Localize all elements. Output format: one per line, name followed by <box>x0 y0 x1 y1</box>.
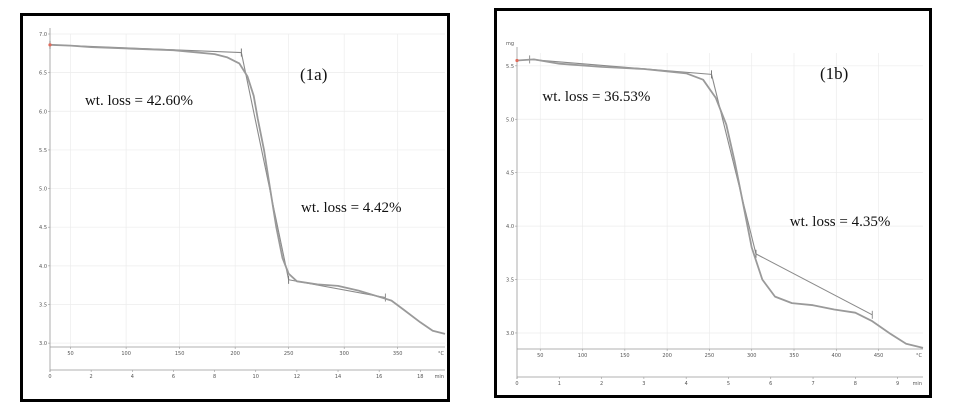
y-tick-label: 3.5 <box>39 302 47 308</box>
bottom-x-tick-label: 6 <box>172 374 175 380</box>
bottom-x-tick-label: 2 <box>90 374 93 380</box>
bottom-x-tick-label: 1 <box>558 381 561 387</box>
top-x-tick-label: 300 <box>747 353 757 359</box>
bottom-x-tick-label: 4 <box>685 381 688 387</box>
bottom-x-tick-label: 16 <box>376 374 382 380</box>
top-x-tick-label: 250 <box>705 353 715 359</box>
top-x-tick-label: 350 <box>789 353 799 359</box>
y-tick-label: 4.0 <box>39 264 47 270</box>
bottom-x-tick-label: 8 <box>213 374 216 380</box>
top-x-tick-label: 350 <box>393 351 403 357</box>
tangent-line <box>755 253 873 316</box>
top-x-tick-label: 50 <box>537 353 543 359</box>
y-tick-label: 3.0 <box>506 331 514 337</box>
bottom-x-tick-label: 5 <box>727 381 730 387</box>
y-tick-label: 5.5 <box>506 64 514 70</box>
tangent-line <box>711 74 757 255</box>
y-tick-label: 4.0 <box>506 224 514 230</box>
tga-curve <box>516 58 924 349</box>
weight-loss-annotation: wt. loss = 4.42% <box>301 200 402 216</box>
y-tick-label: 5.0 <box>506 117 514 123</box>
bottom-x-tick-label: 7 <box>811 381 814 387</box>
y-tick-label: 6.5 <box>39 71 47 77</box>
bottom-x-tick-label: 0 <box>48 374 51 380</box>
weight-loss-annotation: wt. loss = 36.53% <box>542 89 650 105</box>
bottom-x-tick-label: 2 <box>600 381 603 387</box>
weight-loss-annotation: wt. loss = 42.60% <box>85 93 193 109</box>
grid <box>50 33 445 347</box>
y-tick-label: 7.0 <box>39 32 47 38</box>
bottom-x-tick-label: 3 <box>642 381 645 387</box>
start-point <box>515 58 519 63</box>
chart-panel-1a: 7.0 6.5 6.0 5.5 5.0 4.5 4.0 3.5 3.0 50 100 150 200 25… <box>20 13 450 402</box>
tga-chart-1a: 7.06.56.05.55.04.54.03.53.050 100 150 200 25… <box>39 28 446 380</box>
y-tick-label: 6.0 <box>39 109 47 115</box>
tga-curve <box>49 43 446 335</box>
top-x-unit-label: °C <box>438 351 445 357</box>
bottom-x-tick-label: 10 <box>253 374 259 380</box>
y-tick-label: 3.5 <box>506 278 514 284</box>
bottom-x-tick-label: 6 <box>769 381 772 387</box>
top-x-tick-label: 400 <box>832 353 842 359</box>
weight-loss-annotation: wt. loss = 4.35% <box>790 214 891 230</box>
top-x-tick-label: 250 <box>284 351 294 357</box>
top-x-tick-label: 300 <box>339 351 349 357</box>
bottom-x-tick-label: 4 <box>131 374 134 380</box>
bottom-x-unit-label: min <box>913 381 922 387</box>
chart-panel-1b: 5.5 5.0 4.5 4.0 3.5 3.0 mg 50 100 150 200 250 300 350… <box>494 8 932 398</box>
top-x-tick-label: 50 <box>67 351 73 357</box>
y-tick-label: 5.0 <box>39 187 47 193</box>
bottom-x-tick-label: 0 <box>515 381 518 387</box>
top-x-tick-label: 200 <box>230 351 240 357</box>
top-x-tick-label: 450 <box>874 353 884 359</box>
top-x-tick-label: 100 <box>121 351 131 357</box>
panel-label: (1a) <box>300 65 327 84</box>
tangent-line <box>240 52 290 280</box>
y-tick-label: 3.0 <box>39 341 47 347</box>
y-tick-label: 4.5 <box>506 171 514 177</box>
top-x-tick-label: 150 <box>175 351 185 357</box>
bottom-x-tick-label: 14 <box>335 374 341 380</box>
grid <box>517 53 923 349</box>
tangent-line <box>529 58 712 75</box>
bottom-x-tick-label: 9 <box>896 381 899 387</box>
top-x-unit-label: °C <box>916 353 923 359</box>
panel-label: (1b) <box>820 64 848 83</box>
y-unit-label: mg <box>506 41 514 47</box>
start-point <box>48 43 52 47</box>
top-x-tick-label: 150 <box>620 353 630 359</box>
bottom-x-tick-label: 12 <box>294 374 300 380</box>
top-x-tick-label: 100 <box>578 353 588 359</box>
bottom-x-tick-label: 8 <box>854 381 857 387</box>
bottom-x-unit-label: min <box>435 374 444 380</box>
y-tick-label: 4.5 <box>39 225 47 231</box>
top-x-tick-label: 200 <box>662 353 672 359</box>
bottom-x-tick-label: 18 <box>417 374 423 380</box>
y-tick-label: 5.5 <box>39 148 47 154</box>
